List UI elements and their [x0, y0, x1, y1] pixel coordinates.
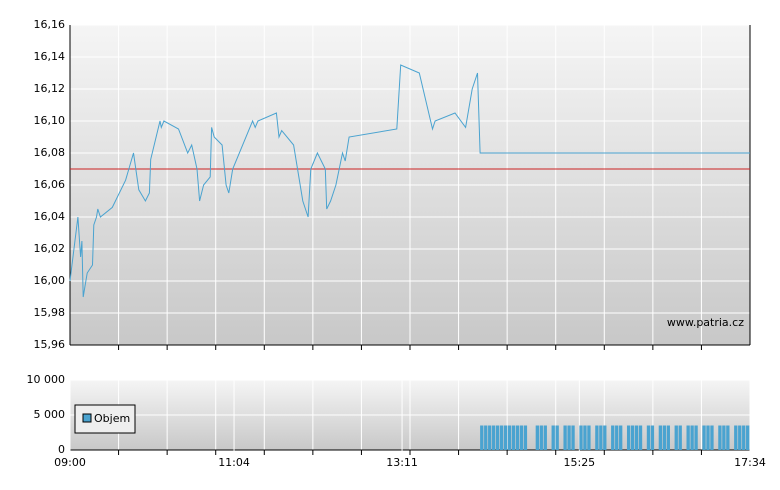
y-tick-label: 16,06 [34, 178, 66, 191]
volume-bar [718, 425, 722, 450]
watermark: www.patria.cz [667, 316, 744, 329]
y-tick-label: 16,00 [34, 274, 66, 287]
volume-bar [658, 425, 663, 450]
volume-bar [603, 425, 607, 450]
y-tick-label: 15,96 [34, 338, 66, 351]
volume-bar [495, 425, 500, 450]
volume-bar [555, 425, 559, 450]
volume-bar [726, 425, 730, 450]
y-tick-label: 16,12 [34, 82, 66, 95]
y-tick-label: 16,14 [34, 50, 66, 63]
volume-bar [571, 425, 575, 450]
volume-bar [567, 425, 571, 450]
volume-bar [503, 425, 508, 450]
volume-bar [587, 425, 591, 450]
volume-bar [626, 425, 631, 450]
volume-bar [492, 425, 496, 450]
volume-bar [480, 425, 484, 450]
volume-bar [484, 425, 488, 450]
volume-bar [595, 425, 599, 450]
volume-bar [579, 425, 583, 450]
volume-bar [615, 425, 619, 450]
volume-bar [634, 425, 639, 450]
volume-bar [674, 425, 678, 450]
volume-bar [710, 425, 714, 450]
y-tick-label: 15,98 [34, 306, 66, 319]
y-tick-label: 5 000 [34, 408, 66, 421]
x-tick-label: 13:11 [386, 456, 418, 469]
volume-bar [646, 425, 651, 450]
volume-bar [734, 425, 738, 450]
volume-bar [599, 425, 603, 450]
volume-bar [742, 425, 746, 450]
volume-bar [611, 425, 615, 450]
y-tick-label: 10 000 [27, 373, 66, 386]
volume-bar [539, 425, 543, 450]
y-tick-label: 16,08 [34, 146, 66, 159]
volume-bar [630, 425, 635, 450]
x-tick-label: 09:00 [54, 456, 86, 469]
volume-bar [515, 425, 520, 450]
y-tick-label: 16,04 [34, 210, 66, 223]
volume-bar [678, 425, 682, 450]
volume-bar [519, 425, 524, 450]
volume-bar [507, 425, 512, 450]
volume-bar [706, 425, 710, 450]
y-tick-label: 16,16 [34, 18, 66, 31]
volume-bar [488, 425, 492, 450]
x-tick-label: 15:25 [563, 456, 595, 469]
volume-bar [662, 425, 666, 450]
x-tick-label: 17:34 [734, 456, 766, 469]
volume-bar [690, 425, 694, 450]
volume-bar [563, 425, 567, 450]
volume-bar [499, 425, 504, 450]
price-line [69, 64, 750, 298]
volume-bar [722, 425, 726, 450]
volume-bar [638, 425, 643, 450]
volume-bar [583, 425, 587, 450]
volume-bar [686, 425, 690, 450]
volume-bar [694, 425, 698, 450]
legend-swatch [82, 413, 92, 423]
volume-bar [535, 425, 539, 450]
volume-bar [551, 425, 555, 450]
y-tick-label: 16,10 [34, 114, 66, 127]
volume-bar [619, 425, 623, 450]
volume-bar [738, 425, 742, 450]
y-tick-label: 0 [58, 443, 65, 456]
legend-label: Objem [94, 412, 130, 425]
y-tick-label: 16,02 [34, 242, 66, 255]
volume-bar [523, 425, 528, 450]
volume-bar [746, 425, 750, 450]
volume-bar [511, 425, 516, 450]
x-tick-label: 11:04 [218, 456, 250, 469]
volume-bar [650, 425, 655, 450]
volume-bar [702, 425, 706, 450]
volume-bar [666, 425, 670, 450]
volume-bar [543, 425, 547, 450]
